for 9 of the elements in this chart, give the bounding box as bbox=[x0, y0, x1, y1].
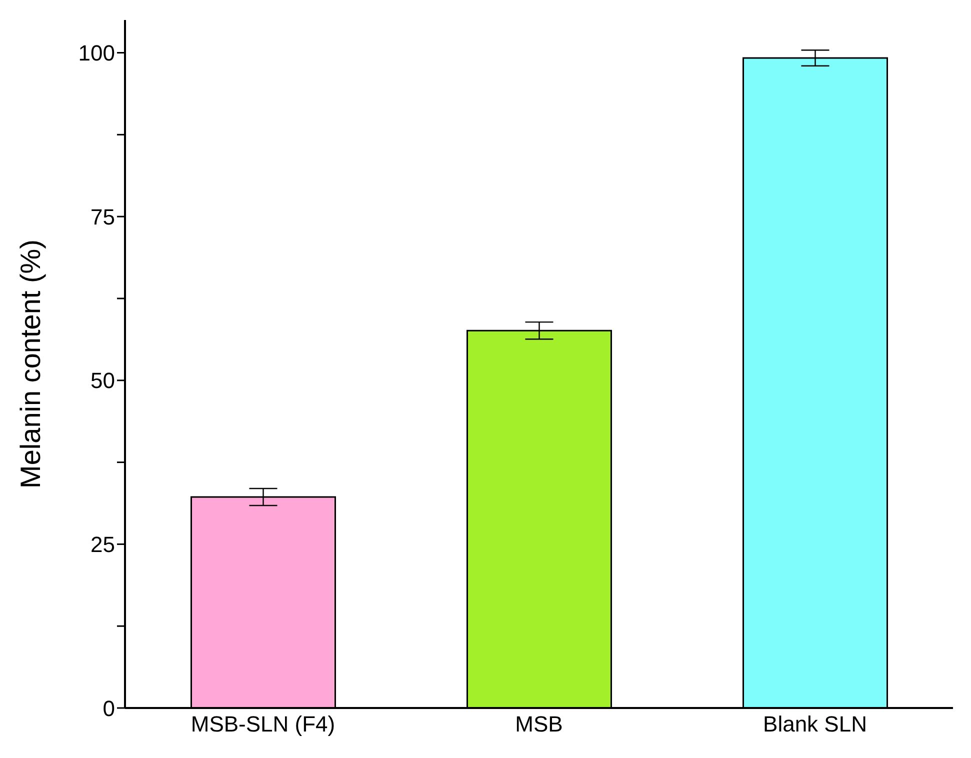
y-tick-label: 25 bbox=[90, 532, 115, 557]
y-tick-label: 75 bbox=[90, 204, 115, 230]
x-tick-label: Blank SLN bbox=[763, 712, 867, 737]
x-tick-label: MSB bbox=[515, 712, 563, 737]
x-tick-label: MSB-SLN (F4) bbox=[190, 712, 336, 737]
y-tick-label: 50 bbox=[90, 368, 115, 394]
y-tick-label: 100 bbox=[78, 40, 115, 66]
y-tick-label: 0 bbox=[102, 696, 115, 721]
y-axis-title: Melanin content (%) bbox=[14, 239, 46, 489]
